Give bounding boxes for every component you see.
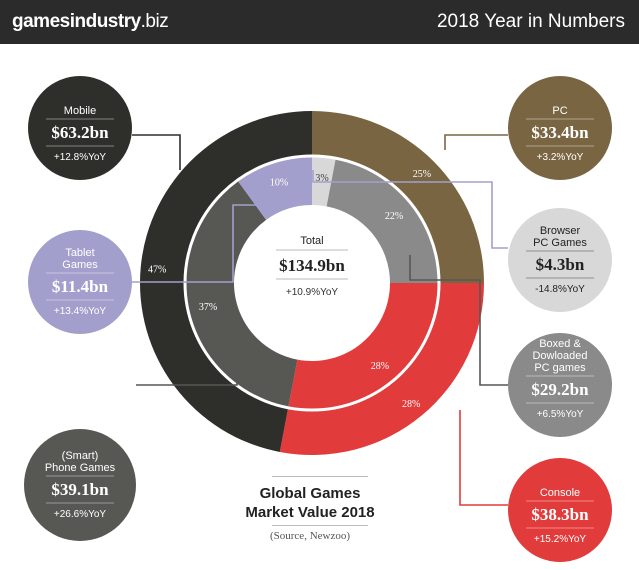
inner-label-console: 28% [371, 361, 389, 372]
callout-value-pc: $33.4bn [531, 123, 589, 142]
leader-line-console [459, 410, 508, 506]
total-yoy: +10.9%YoY [286, 287, 339, 298]
inner-label-browser: 3% [315, 173, 328, 184]
chart-title: Global Games Market Value 2018 [240, 484, 380, 522]
callout-value-boxed: $29.2bn [531, 380, 589, 399]
outer-slice-pc [312, 111, 484, 283]
leader-line-mobile [132, 134, 181, 170]
callout-value-browser: $4.3bn [536, 255, 585, 274]
callout-title-browser: Browser [540, 225, 581, 237]
leader-line-pc [444, 134, 508, 150]
callout-yoy-smartphone: +26.6%YoY [54, 509, 107, 520]
callout-value-tablet: $11.4bn [52, 277, 109, 296]
callout-title-pc: PC [552, 105, 567, 117]
chart-title-line-2: Market Value 2018 [245, 504, 375, 521]
leader-line-boxed [409, 255, 508, 386]
inner-label-smartphone: 37% [199, 302, 217, 313]
callout-bubble-smartphone [24, 429, 136, 541]
callout-yoy-browser: -14.8%YoY [535, 284, 585, 295]
callout-bubble-mobile [28, 76, 132, 180]
callout-value-smartphone: $39.1bn [51, 480, 109, 499]
callout-title-browser: PC Games [533, 237, 587, 249]
total-value: $134.9bn [279, 256, 345, 275]
callout-bubble-console [508, 458, 612, 562]
brand-logo[interactable]: gamesindustry.biz [12, 11, 169, 33]
brand-tld: .biz [140, 11, 169, 32]
footer-divider-bottom [272, 525, 368, 526]
total-label: Total [300, 235, 323, 247]
callout-title-console: Console [540, 487, 580, 499]
inner-slice-boxed [326, 158, 439, 283]
callout-bubble-tablet [28, 230, 132, 334]
leader-line-tablet [132, 204, 262, 283]
callout-title-smartphone: (Smart) [62, 450, 99, 462]
inner-label-tablet: 10% [270, 178, 288, 189]
inner-slice-console [288, 283, 440, 411]
chart-title-line-1: Global Games [259, 485, 361, 502]
callout-title-tablet: Tablet [65, 247, 94, 259]
inner-label-boxed: 22% [385, 211, 403, 222]
callout-yoy-boxed: +6.5%YoY [537, 409, 584, 420]
callout-yoy-pc: +3.2%YoY [537, 152, 584, 163]
outer-label-mobile: 47% [148, 264, 166, 275]
callout-value-mobile: $63.2bn [51, 123, 109, 142]
leader-line-smartphone [136, 360, 238, 386]
callout-mobile: Mobile $63.2bn +12.8%YoY [28, 76, 132, 180]
footer-divider-top [272, 476, 368, 477]
outer-label-pc: 25% [413, 169, 431, 180]
header-bar: gamesindustry.biz 2018 Year in Numbers [0, 0, 639, 44]
outer-label-console: 28% [402, 399, 420, 410]
callout-bubble-browser [508, 208, 612, 312]
callout-title-boxed: Dowloaded [532, 350, 587, 362]
brand-main: gamesindustry [12, 11, 141, 32]
callout-title-mobile: Mobile [64, 105, 96, 117]
inner-slice-smartphone [184, 180, 298, 408]
callout-title-boxed: PC games [534, 362, 586, 374]
leader-line-browser [312, 170, 508, 249]
callout-title-boxed: Boxed & [539, 338, 581, 350]
callout-smartphone: (Smart)Phone Games $39.1bn +26.6%YoY [24, 429, 136, 541]
chart-source: (Source, Newzoo) [269, 530, 351, 542]
callout-pc: PC $33.4bn +3.2%YoY [508, 76, 612, 180]
outer-slice-mobile [140, 111, 312, 452]
callout-yoy-mobile: +12.8%YoY [54, 152, 107, 163]
callout-yoy-console: +15.2%YoY [534, 534, 587, 545]
page-title: 2018 Year in Numbers [436, 11, 625, 32]
inner-slice-browser [312, 156, 336, 207]
callout-yoy-tablet: +13.4%YoY [54, 306, 107, 317]
callout-title-smartphone: Phone Games [45, 462, 116, 474]
callout-title-tablet: Games [62, 259, 98, 271]
callout-value-console: $38.3bn [531, 505, 589, 524]
callout-bubble-boxed [508, 333, 612, 437]
donut-hole [235, 206, 389, 360]
callout-bubble-pc [508, 76, 612, 180]
callout-console: Console $38.3bn +15.2%YoY [508, 458, 612, 562]
ring-gap [183, 154, 441, 412]
inner-slice-tablet [237, 156, 312, 220]
